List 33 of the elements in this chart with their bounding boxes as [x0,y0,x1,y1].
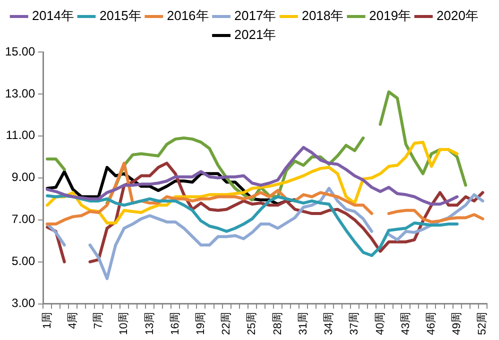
x-tick-label: 31周 [297,312,310,336]
x-tick-label: 25周 [246,312,258,336]
legend-label: 2015年 [99,8,142,24]
legend-label: 2017年 [234,8,276,24]
legend-label: 2016年 [166,8,209,24]
legend-label: 2014年 [32,8,74,24]
legend-label: 2021年 [234,27,276,42]
y-tick-label: 11.00 [6,128,36,142]
x-tick-label: 7周 [92,312,105,329]
y-tick-label: 13.00 [5,86,36,100]
x-tick-label: 46周 [426,312,438,336]
y-tick-label: 5.00 [12,254,36,268]
x-tick-label: 43周 [400,312,412,336]
y-tick-label: 7.00 [12,212,36,226]
x-tick-label: 40周 [374,312,386,336]
x-tick-label: 16周 [169,312,182,336]
x-tick-label: 34周 [323,312,336,336]
x-tick-label: 28周 [272,312,284,336]
x-tick-label: 13周 [144,312,156,336]
x-tick-label: 22周 [220,312,233,336]
y-tick-label: 15.00 [5,44,36,58]
legend-label: 2020年 [436,8,478,24]
x-tick-label: 52周 [476,312,489,336]
x-tick-label: 1周 [41,312,54,329]
x-tick-label: 10周 [118,312,130,336]
x-tick-label: 37周 [348,312,361,336]
legend-label: 2019年 [369,8,412,24]
x-tick-label: 4周 [66,312,79,329]
y-tick-label: 9.00 [12,170,36,184]
y-tick-label: 3.00 [12,296,36,310]
x-tick-label: 49周 [451,312,464,336]
x-tick-label: 19周 [195,312,207,336]
legend-label: 2018年 [302,8,344,24]
